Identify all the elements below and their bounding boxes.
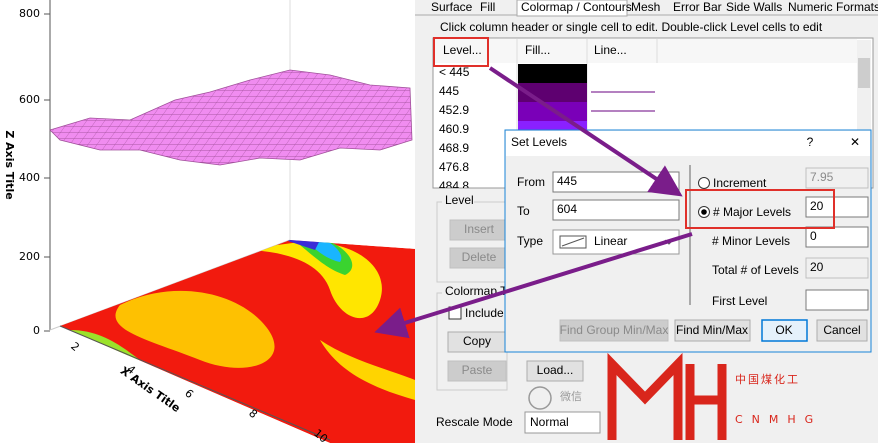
type-select[interactable]: Linear xyxy=(594,234,627,248)
tab[interactable]: Side Walls xyxy=(726,0,782,14)
rescale-select[interactable]: Normal xyxy=(530,415,569,429)
button[interactable]: Cancel xyxy=(823,323,860,337)
tab[interactable]: Error Bar xyxy=(673,0,722,14)
label: # Minor Levels xyxy=(712,234,790,248)
tab[interactable]: Numeric Formats xyxy=(788,0,878,14)
level-cell[interactable]: 452.9 xyxy=(439,103,469,117)
z-tick-label: 600 xyxy=(19,93,40,106)
tab[interactable]: Surface xyxy=(431,0,473,14)
level-cell[interactable]: 476.8 xyxy=(439,160,469,174)
input: 20 xyxy=(810,260,824,274)
z-tick-label: 0 xyxy=(33,324,40,337)
dialog-title: Set Levels xyxy=(511,135,567,149)
x-tick-label: 10 xyxy=(311,427,330,443)
tab-active[interactable]: Colormap / Contours xyxy=(521,0,632,14)
rescale-label: Rescale Mode xyxy=(436,415,513,429)
tab[interactable]: Mesh xyxy=(631,0,660,14)
x-tick-label: 2 xyxy=(68,340,82,354)
input[interactable]: 20 xyxy=(810,199,824,213)
label: Type xyxy=(517,234,543,248)
z-axis-title: Z Axis Title xyxy=(3,130,16,199)
level-cell[interactable]: 484.8 xyxy=(439,179,469,193)
level-cell[interactable]: < 445 xyxy=(439,65,470,79)
level-cell[interactable]: 460.9 xyxy=(439,122,469,136)
input[interactable]: 445 xyxy=(557,174,577,188)
radio-label[interactable]: Increment xyxy=(713,176,767,190)
instruction: Click column header or single cell to ed… xyxy=(440,20,823,34)
label: Total # of Levels xyxy=(712,263,799,277)
label: First Level xyxy=(712,294,767,308)
column-header[interactable]: Level... xyxy=(443,43,482,57)
group-title: Level xyxy=(445,193,474,207)
input[interactable] xyxy=(805,289,869,311)
plot-3d: 800 600 400 200 0 Z Axis Title 2 4 6 8 1… xyxy=(3,0,415,443)
close-button[interactable]: ✕ xyxy=(850,135,860,149)
button[interactable]: Copy xyxy=(463,334,491,348)
button[interactable]: Delete xyxy=(462,250,497,264)
button[interactable]: Paste xyxy=(462,363,493,377)
level-cell[interactable]: 468.9 xyxy=(439,141,469,155)
annotations xyxy=(374,37,835,339)
set-levels-dialog: Set Levels ? ✕ From 445 To 604 Type Line… xyxy=(504,129,872,353)
x-tick-label: 8 xyxy=(246,407,260,421)
button[interactable]: Load... xyxy=(537,363,574,377)
surface xyxy=(49,69,413,166)
label: From xyxy=(517,175,545,189)
button[interactable]: OK xyxy=(775,323,792,337)
column-header[interactable]: Fill... xyxy=(525,43,550,57)
column-header[interactable]: Line... xyxy=(594,43,627,57)
input[interactable]: 0 xyxy=(810,229,817,243)
checkbox-label[interactable]: Include L xyxy=(465,306,514,320)
watermark-text: 微信 xyxy=(560,389,582,403)
logo-en: CNMHG xyxy=(735,413,822,426)
watermark: 微信 中国煤化工 CNMHG xyxy=(528,352,822,440)
button[interactable]: Find Group Min/Max xyxy=(560,323,669,337)
tab[interactable]: Fill xyxy=(480,0,495,14)
radio-label[interactable]: # Major Levels xyxy=(713,205,791,219)
input[interactable]: 604 xyxy=(557,202,577,216)
button[interactable]: Insert xyxy=(464,222,495,236)
label: To xyxy=(517,204,530,218)
x-tick-label: 6 xyxy=(182,387,196,401)
logo-cn: 中国煤化工 xyxy=(735,372,800,386)
help-button[interactable]: ? xyxy=(807,135,814,149)
z-tick-label: 800 xyxy=(19,7,40,20)
z-tick-label: 400 xyxy=(19,171,40,184)
level-cell[interactable]: 445 xyxy=(439,84,459,98)
button[interactable]: Find Min/Max xyxy=(676,323,748,337)
contour-map xyxy=(60,240,415,443)
z-tick-label: 200 xyxy=(19,250,40,263)
input: 7.95 xyxy=(810,170,834,184)
